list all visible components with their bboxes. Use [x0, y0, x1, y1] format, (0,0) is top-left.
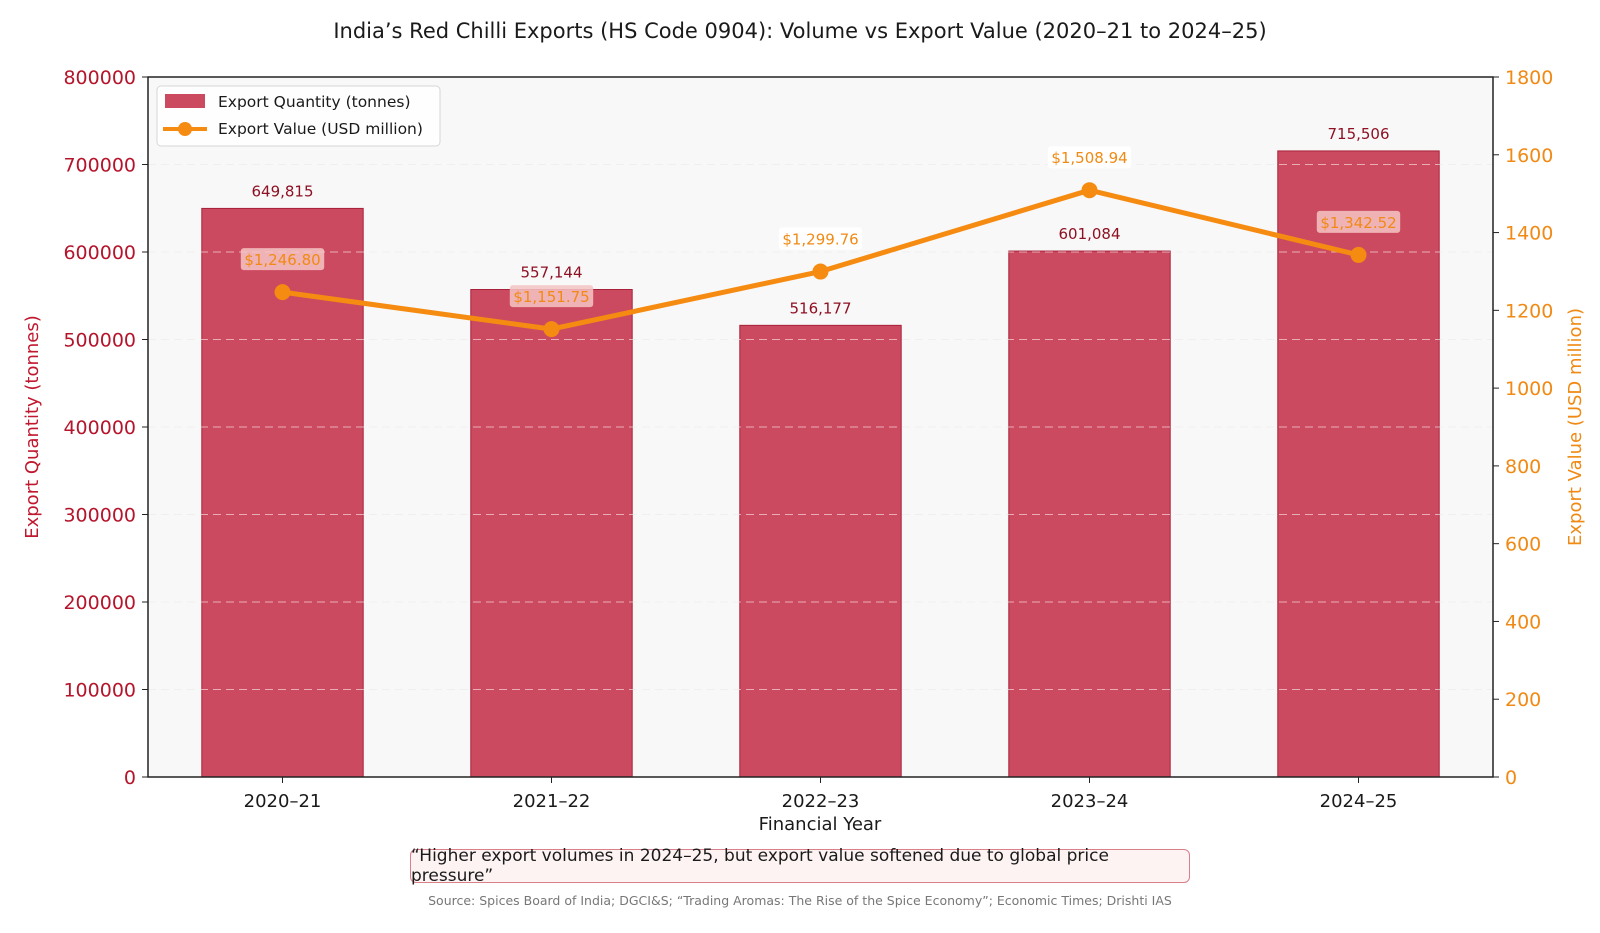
y-right-tick-label: 600 — [1505, 534, 1541, 556]
value-label-background — [509, 285, 594, 308]
bar-value-label: 715,506 — [1327, 125, 1389, 143]
value-point — [812, 263, 829, 280]
value-label: $1,151.75 — [513, 288, 589, 306]
value-label: $1,246.80 — [244, 251, 320, 269]
y-left-tick-label: 800000 — [63, 67, 136, 89]
value-label-background — [240, 248, 325, 271]
y-left-tick-label: 200000 — [63, 592, 136, 614]
value-label-background — [1316, 210, 1401, 233]
value-label: $1,299.76 — [782, 231, 858, 249]
x-tick-label: 2024–25 — [1320, 791, 1398, 812]
value-label: $1,508.94 — [1051, 149, 1127, 167]
y-right-tick-label: 1000 — [1505, 378, 1553, 400]
legend-label-quantity: Export Quantity (tonnes) — [218, 93, 411, 111]
bar-value-label: 601,084 — [1058, 225, 1120, 243]
x-tick-label: 2020–21 — [244, 791, 322, 812]
value-point — [1350, 246, 1367, 263]
value-point — [274, 284, 291, 301]
bar-value-label: 516,177 — [789, 299, 851, 317]
x-tick-label: 2023–24 — [1051, 791, 1129, 812]
x-tick-label: 2021–22 — [513, 791, 591, 812]
y-left-tick-label: 500000 — [63, 330, 136, 352]
value-point — [1081, 182, 1098, 199]
legend-bar-swatch — [165, 94, 205, 108]
y-right-tick-label: 800 — [1505, 456, 1541, 478]
bar-labels: 649,815 557,144 516,177 601,084 715,506 — [251, 125, 1389, 317]
bar — [739, 324, 902, 778]
legend: Export Quantity (tonnes) Export Value (U… — [156, 85, 441, 147]
y-left-tick-label: 600000 — [63, 242, 136, 264]
legend-label-value: Export Value (USD million) — [218, 120, 423, 138]
y-left-tick-label: 300000 — [63, 505, 136, 527]
y-left-tick-label: 0 — [124, 767, 136, 789]
source-text: Source: Spices Board of India; DGCI&S; “… — [428, 893, 1172, 908]
legend-marker-icon — [178, 122, 192, 136]
y-right-tick-label: 1600 — [1505, 145, 1553, 167]
x-tick-label: 2022–23 — [782, 791, 860, 812]
value-label-background — [778, 227, 863, 250]
bar-value-label: 649,815 — [251, 182, 313, 200]
y-axis-right-ticks: 0 200 400 600 800 1000 1200 1400 1600 1800 — [1493, 67, 1553, 789]
x-axis-ticks: 2020–21 2021–22 2022–23 2023–24 2024–25 — [244, 777, 1398, 812]
bar — [201, 207, 364, 778]
y-left-tick-label: 400000 — [63, 417, 136, 439]
legend-box — [156, 85, 441, 147]
value-line — [274, 182, 1367, 338]
y-axis-left-ticks: 0 100000 200000 300000 400000 500000 600000 700… — [63, 67, 148, 789]
bar-value-label: 557,144 — [520, 263, 582, 281]
chart-title: India’s Red Chilli Exports (HS Code 0904… — [333, 19, 1266, 43]
y-right-tick-label: 0 — [1505, 767, 1517, 789]
y-left-tick-label: 700000 — [63, 155, 136, 177]
bar — [1277, 150, 1440, 778]
value-point — [543, 321, 560, 338]
line-labels: $1,246.80 $1,151.75 $1,299.76 $1,508.94 $1,3… — [240, 146, 1401, 308]
y-axis-right-label: Export Value (USD million) — [1565, 308, 1586, 546]
y-right-tick-label: 400 — [1505, 611, 1541, 633]
y-axis-left-label: Export Quantity (tonnes) — [22, 315, 43, 539]
x-axis-label: Financial Year — [759, 814, 882, 835]
y-right-tick-label: 1200 — [1505, 300, 1553, 322]
y-right-tick-label: 1400 — [1505, 223, 1553, 245]
y-right-tick-label: 1800 — [1505, 67, 1553, 89]
note-callout: “Higher export volumes in 2024–25, but e… — [410, 846, 1190, 886]
value-label: $1,342.52 — [1320, 214, 1396, 232]
value-label-background — [1047, 146, 1132, 169]
y-right-tick-label: 200 — [1505, 689, 1541, 711]
bar — [470, 288, 633, 778]
y-left-tick-label: 100000 — [63, 680, 136, 702]
